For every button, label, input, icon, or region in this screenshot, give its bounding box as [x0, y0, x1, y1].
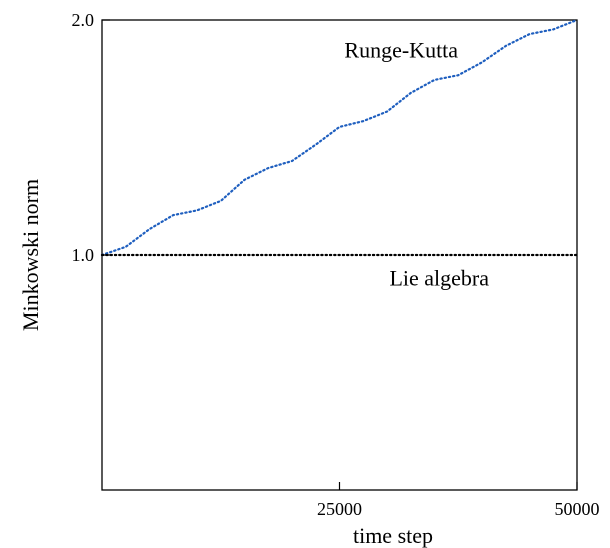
x-tick-label: 25000 — [317, 499, 362, 519]
annotation-label: Lie algebra — [389, 266, 489, 291]
y-axis-title: Minkowski norm — [18, 179, 43, 331]
y-tick-label: 2.0 — [72, 10, 95, 30]
x-tick-label: 50000 — [555, 499, 600, 519]
x-axis-title: time step — [353, 523, 433, 548]
ticks-layer: 25000 50000 1.0 2.0 — [72, 10, 600, 519]
annotation-label: Runge-Kutta — [344, 38, 458, 63]
y-tick-label: 1.0 — [72, 245, 95, 265]
series-layer — [102, 20, 577, 255]
annotation-layer: Runge-Kutta Lie algebra — [344, 38, 489, 291]
series-line-runge-kutta — [102, 20, 577, 255]
